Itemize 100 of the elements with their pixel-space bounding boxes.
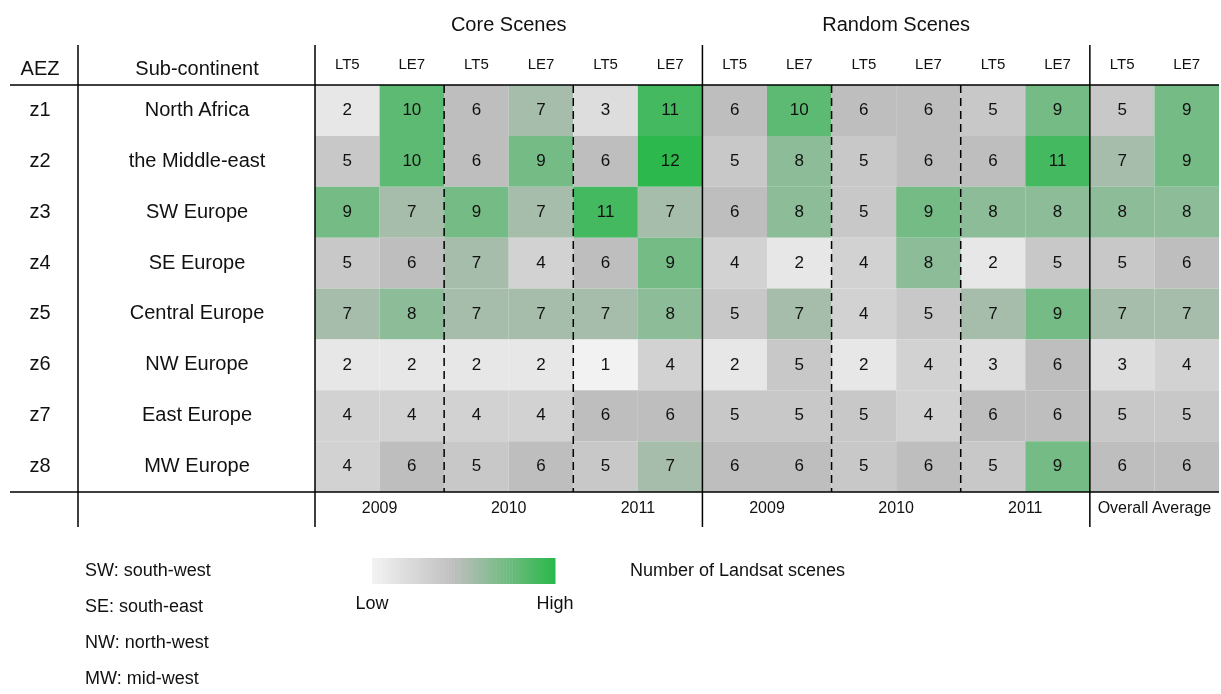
- data-label: 2: [859, 354, 869, 374]
- data-label: 4: [923, 354, 934, 374]
- data-label: 2: [342, 100, 353, 120]
- data-label: 5: [794, 354, 805, 374]
- data-label: 5: [1181, 405, 1192, 425]
- data-label: 7: [1117, 151, 1127, 170]
- data-label: 5: [729, 151, 740, 170]
- data-label: 6: [729, 456, 740, 476]
- data-label: 4: [665, 354, 675, 374]
- text: Overall Average: [1097, 499, 1212, 517]
- data-label: 6: [665, 405, 675, 425]
- text: 2011: [620, 499, 656, 517]
- data-label: 7: [471, 303, 482, 323]
- data-label: 2: [729, 354, 740, 374]
- data-label: 4: [471, 405, 482, 425]
- data-label: 6: [471, 151, 482, 170]
- data-label: 11: [661, 100, 679, 120]
- data-label: 5: [1117, 252, 1127, 272]
- data-label: 7: [988, 303, 998, 323]
- data-label: 6: [471, 100, 482, 120]
- data-label: 11: [596, 201, 615, 221]
- y2-tick-label: z3: [29, 199, 51, 222]
- data-label: 4: [859, 303, 869, 323]
- y2-tick-label: z6: [29, 352, 51, 375]
- data-label: 10: [402, 151, 422, 170]
- data-label: 6: [923, 151, 934, 170]
- y-tick-label: North Africa: [144, 97, 251, 120]
- x-tick-label: LT5: [851, 55, 877, 73]
- data-label: 5: [342, 252, 353, 272]
- y2-tick-label: z8: [29, 454, 51, 477]
- data-label: 7: [1181, 303, 1192, 323]
- data-label: 4: [923, 405, 934, 425]
- data-label: 9: [1181, 151, 1192, 170]
- data-label: 4: [859, 252, 869, 272]
- x-tick-label: LE7: [656, 55, 684, 73]
- text: 2009: [749, 499, 785, 517]
- data-label: 7: [600, 303, 611, 323]
- data-label: 4: [342, 405, 353, 425]
- x-tick-label: LT5: [980, 55, 1006, 73]
- data-label: 4: [407, 405, 417, 425]
- data-label: 8: [407, 303, 417, 323]
- x-tick-label: LE7: [1173, 55, 1201, 73]
- data-label: 4: [1181, 354, 1192, 374]
- x-tick-label: LT5: [1109, 55, 1135, 73]
- data-label: 9: [471, 201, 482, 221]
- data-label: 6: [600, 252, 611, 272]
- data-label: 5: [859, 456, 869, 476]
- data-label: 6: [1181, 252, 1192, 272]
- y2-tick-label: z7: [29, 403, 51, 426]
- x-tick-label: LE7: [1044, 55, 1071, 73]
- data-label: 1: [600, 354, 611, 374]
- data-label: 7: [794, 303, 805, 323]
- data-label: 8: [1052, 201, 1063, 221]
- data-label: 9: [536, 151, 546, 170]
- x-tick-label: LE7: [527, 55, 555, 73]
- color-bar-label: Low: [355, 592, 390, 613]
- data-label: 7: [1117, 303, 1127, 323]
- data-label: 5: [859, 201, 869, 221]
- data-label: 7: [665, 456, 675, 476]
- y2-tick-label: z5: [29, 301, 51, 324]
- x-tick-label: LE7: [915, 55, 942, 73]
- x-tick-label: LT5: [464, 55, 489, 73]
- data-label: 12: [660, 151, 680, 170]
- text: 2010: [490, 499, 527, 517]
- data-label: 5: [859, 151, 869, 170]
- data-label: 7: [471, 252, 482, 272]
- data-label: 7: [407, 201, 417, 221]
- y-tick-label: the Middle-east: [128, 148, 266, 171]
- data-label: 2: [342, 354, 353, 374]
- data-label: 8: [923, 252, 934, 272]
- data-label: 6: [407, 456, 417, 476]
- text: Sub-continent: [135, 56, 260, 79]
- data-label: 9: [665, 252, 675, 272]
- data-label: 9: [923, 201, 934, 221]
- data-label: 6: [794, 456, 805, 476]
- data-label: 9: [1052, 100, 1063, 120]
- data-label: 5: [1117, 405, 1127, 425]
- y-tick-label: East Europe: [141, 403, 253, 426]
- data-label: 7: [665, 201, 675, 221]
- text: 2011: [1008, 499, 1043, 517]
- y-tick-label: NW Europe: [145, 352, 249, 375]
- data-label: 7: [536, 100, 546, 120]
- data-label: 9: [342, 201, 353, 221]
- data-label: 7: [536, 303, 546, 323]
- data-label: 6: [600, 151, 611, 170]
- data-label: 8: [794, 201, 805, 221]
- data-label: 6: [988, 405, 998, 425]
- x-tick-label: LT5: [722, 55, 748, 73]
- text: Random Scenes: [822, 12, 971, 35]
- data-label: 4: [536, 252, 546, 272]
- data-label: 10: [789, 100, 809, 120]
- y-tick-label: Central Europe: [129, 301, 265, 324]
- data-label: 7: [342, 303, 353, 323]
- data-label: 3: [1117, 354, 1127, 374]
- data-label: 8: [794, 151, 805, 170]
- data-label: 2: [794, 252, 805, 272]
- y2-tick-label: z4: [29, 250, 51, 273]
- data-label: 6: [1181, 456, 1192, 476]
- data-label: 6: [859, 100, 869, 120]
- data-label: 9: [1181, 100, 1192, 120]
